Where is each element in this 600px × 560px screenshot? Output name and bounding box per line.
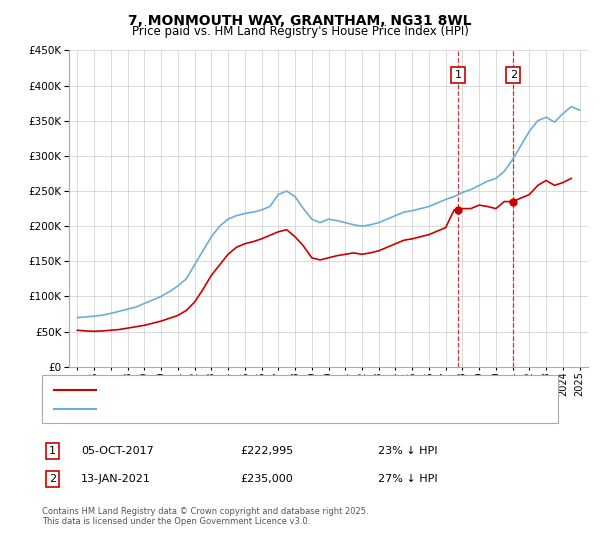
Text: 7, MONMOUTH WAY, GRANTHAM, NG31 8WL (detached house): 7, MONMOUTH WAY, GRANTHAM, NG31 8WL (det… [102, 385, 427, 395]
Text: 05-OCT-2017: 05-OCT-2017 [81, 446, 154, 456]
Text: 2: 2 [49, 474, 56, 484]
Text: 13-JAN-2021: 13-JAN-2021 [81, 474, 151, 484]
Text: Price paid vs. HM Land Registry's House Price Index (HPI): Price paid vs. HM Land Registry's House … [131, 25, 469, 38]
Text: 7, MONMOUTH WAY, GRANTHAM, NG31 8WL: 7, MONMOUTH WAY, GRANTHAM, NG31 8WL [128, 14, 472, 28]
Text: 23% ↓ HPI: 23% ↓ HPI [378, 446, 437, 456]
Text: £222,995: £222,995 [240, 446, 293, 456]
Text: 27% ↓ HPI: 27% ↓ HPI [378, 474, 437, 484]
Text: Contains HM Land Registry data © Crown copyright and database right 2025.
This d: Contains HM Land Registry data © Crown c… [42, 507, 368, 526]
Text: £235,000: £235,000 [240, 474, 293, 484]
Text: 1: 1 [455, 70, 462, 80]
Text: 1: 1 [49, 446, 56, 456]
Text: HPI: Average price, detached house, South Kesteven: HPI: Average price, detached house, Sout… [102, 404, 376, 414]
Text: 2: 2 [510, 70, 517, 80]
